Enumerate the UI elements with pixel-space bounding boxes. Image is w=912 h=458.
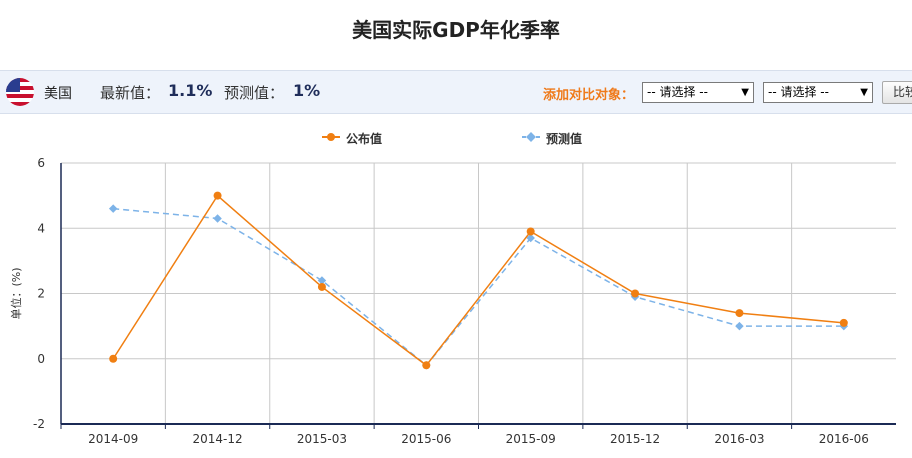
- y-axis-label: 单位：(%): [9, 267, 23, 319]
- compare-button[interactable]: 比较: [882, 81, 912, 104]
- x-tick-label: 2015-06: [401, 432, 451, 446]
- x-tick-label: 2015-12: [610, 432, 660, 446]
- forecast-point: [735, 321, 744, 331]
- compare-select-1-value: -- 请选择 --: [647, 85, 708, 99]
- x-tick-label: 2016-06: [819, 432, 869, 446]
- x-tick-label: 2015-09: [506, 432, 556, 446]
- compare-select-2[interactable]: -- 请选择 -- ▼: [763, 82, 873, 103]
- y-tick-label: 2: [37, 287, 45, 301]
- x-tick-label: 2014-09: [88, 432, 138, 446]
- y-tick-label: 0: [37, 352, 45, 366]
- y-tick-label: -2: [33, 417, 45, 431]
- published-point: [735, 309, 744, 318]
- dropdown-arrow-icon: ▼: [860, 87, 868, 98]
- published-point: [422, 361, 431, 370]
- forecast-value: 1%: [293, 81, 321, 100]
- x-tick-label: 2016-03: [714, 432, 764, 446]
- published-point: [526, 227, 535, 236]
- latest-label: 最新值：: [100, 84, 161, 102]
- published-point: [109, 354, 118, 363]
- x-tick-label: 2015-03: [297, 432, 347, 446]
- published-point: [213, 191, 222, 200]
- compare-label: 添加对比对象：: [543, 88, 635, 103]
- forecast-point: [108, 204, 118, 213]
- latest-value: 1.1%: [168, 81, 213, 100]
- page-title: 美国实际GDP年化季率: [352, 18, 560, 42]
- toolbar: 美国 最新值： 1.1% 预测值： 1% 添加对比对象： -- 请选择 -- ▼ …: [0, 70, 912, 114]
- legend-forecast-label[interactable]: 预测值: [546, 132, 583, 146]
- country-name: 美国: [44, 86, 72, 102]
- published-series-line: [112, 194, 844, 367]
- forecast-label: 预测值：: [224, 84, 285, 102]
- forecast-point: [317, 276, 327, 285]
- legend-published-label[interactable]: 公布值: [346, 132, 383, 146]
- y-tick-label: 4: [37, 221, 45, 235]
- us-flag-icon: [6, 78, 34, 106]
- published-point: [839, 318, 848, 327]
- published-point: [631, 289, 640, 298]
- compare-select-2-value: -- 请选择 --: [768, 85, 829, 99]
- dropdown-arrow-icon: ▼: [741, 87, 749, 98]
- forecast-point: [213, 214, 222, 223]
- x-tick-label: 2014-12: [192, 432, 242, 446]
- published-point: [317, 282, 326, 291]
- forecast-series-line: [113, 207, 844, 367]
- compare-select-1[interactable]: -- 请选择 -- ▼: [642, 82, 754, 103]
- y-tick-label: 6: [37, 156, 45, 170]
